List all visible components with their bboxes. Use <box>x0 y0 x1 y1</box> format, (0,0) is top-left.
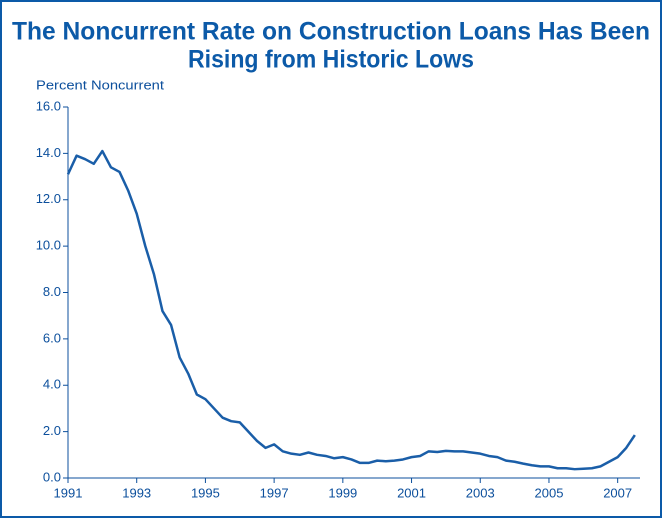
y-tick-label: 0.0 <box>43 469 61 484</box>
x-tick-label: 2005 <box>535 485 564 500</box>
x-tick-label: 1991 <box>54 485 83 500</box>
y-tick-label: 10.0 <box>36 238 61 253</box>
x-tick-label: 2001 <box>397 485 426 500</box>
y-tick-label: 4.0 <box>43 377 61 392</box>
y-tick-label: 2.0 <box>43 423 61 438</box>
y-tick-label: 8.0 <box>43 284 61 299</box>
x-tick-label: 1995 <box>191 485 220 500</box>
data-line <box>66 149 636 471</box>
x-tick-label: 1997 <box>260 485 289 500</box>
x-tick-label: 2003 <box>466 485 495 500</box>
chart-title: Rising from Historic Lows <box>188 46 474 74</box>
x-tick-label: 1999 <box>328 485 357 500</box>
y-tick-label: 6.0 <box>43 330 61 345</box>
y-tick-label: 16.0 <box>36 98 61 113</box>
x-tick-label: 1993 <box>122 485 151 500</box>
y-tick-label: 14.0 <box>36 145 61 160</box>
chart-title: The Noncurrent Rate on Construction Loan… <box>12 18 650 46</box>
y-axis-label: Percent Noncurrent <box>36 77 164 92</box>
x-tick-label: 2007 <box>603 485 632 500</box>
y-tick-label: 12.0 <box>36 191 61 206</box>
